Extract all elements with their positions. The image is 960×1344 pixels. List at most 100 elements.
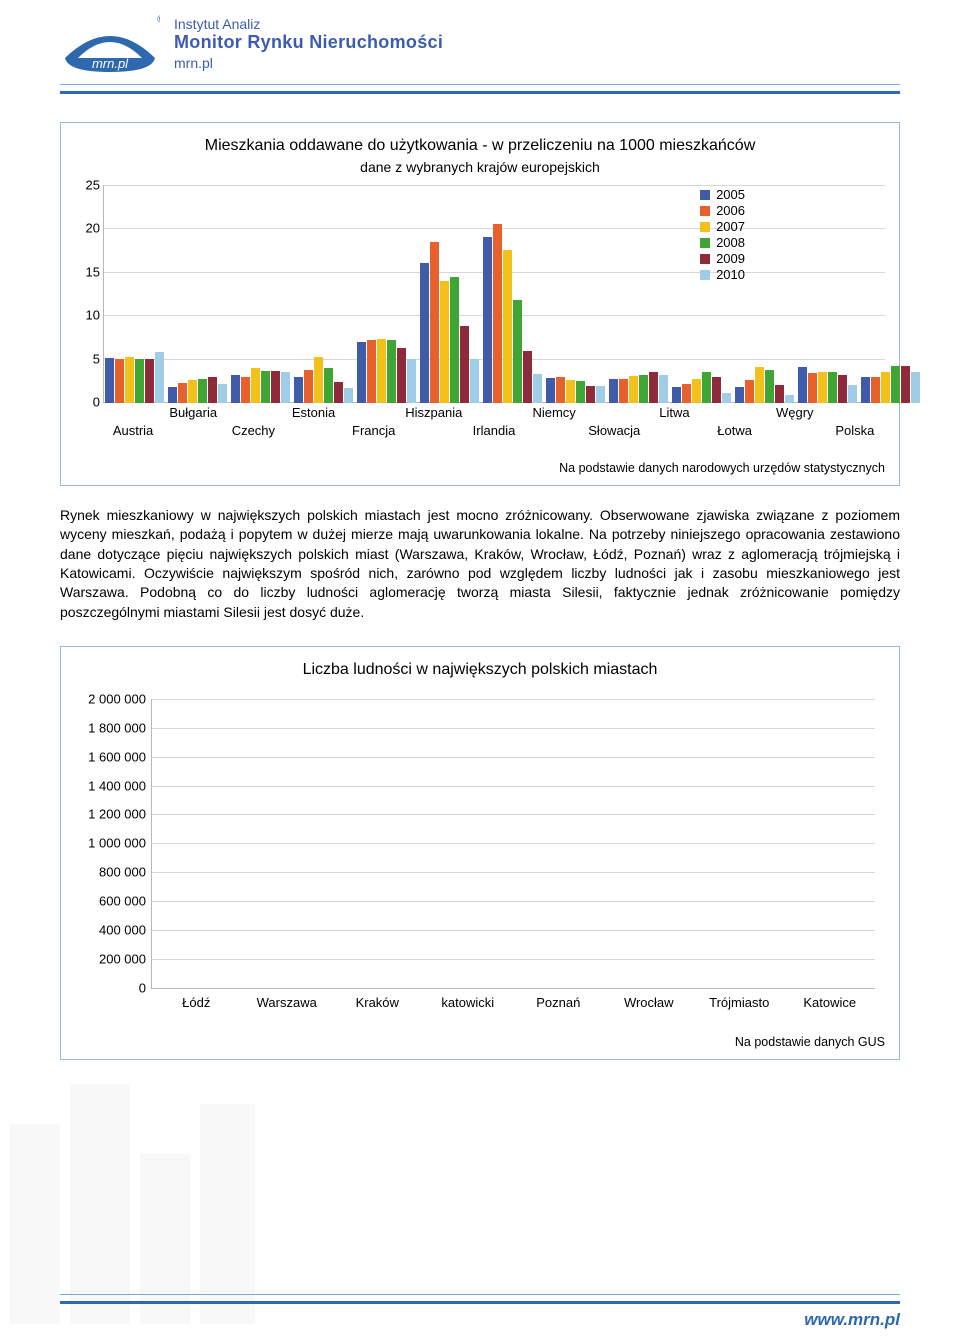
chart1-subtitle: dane z wybranych krajów europejskich <box>75 159 885 175</box>
chart1-bar <box>828 372 837 403</box>
chart2-xlabels: ŁódźWarszawaKrakówkatowickiPoznańWrocław… <box>151 989 875 1019</box>
chart1-bar <box>745 380 754 403</box>
legend-item: 2009 <box>700 251 745 266</box>
chart2-ytick: 1 800 000 <box>76 720 146 735</box>
chart2-source: Na podstawie danych GUS <box>75 1035 885 1049</box>
chart2-ytick: 1 000 000 <box>76 836 146 851</box>
chart1-group <box>796 185 859 403</box>
chart1-bar <box>659 375 668 403</box>
chart1-xlabel: Hiszpania <box>404 405 464 420</box>
chart2-xlabel: katowicki <box>423 989 514 1019</box>
chart1-ytick: 15 <box>78 264 100 279</box>
chart1-group <box>103 185 166 403</box>
chart1-bar <box>692 379 701 403</box>
chart1-bar <box>808 373 817 403</box>
legend-item: 2005 <box>700 187 745 202</box>
chart1-bar <box>798 367 807 403</box>
chart1-group <box>481 185 544 403</box>
chart1-bar <box>470 359 479 403</box>
chart2-xlabel: Łódź <box>151 989 242 1019</box>
chart1-bar <box>135 359 144 403</box>
chart1-xlabel: Francja <box>344 423 404 438</box>
chart2-ytick: 1 400 000 <box>76 778 146 793</box>
chart1-bar <box>155 352 164 403</box>
chart1-group <box>607 185 670 403</box>
chart1-bar <box>125 357 134 403</box>
chart1-bar <box>513 300 522 403</box>
chart1-bar <box>503 250 512 403</box>
chart1-bar <box>407 359 416 403</box>
chart1-bar <box>304 370 313 403</box>
chart1-bar <box>765 370 774 403</box>
chart1-bar <box>188 380 197 403</box>
chart1-bar <box>566 380 575 403</box>
chart1-xlabel: Austria <box>103 423 163 438</box>
chart1-bar <box>546 378 555 403</box>
chart2-bars <box>151 699 875 989</box>
chart1-plot: 0510152025 200520062007200820092010 Aust… <box>103 185 885 445</box>
chart1-bar <box>261 371 270 403</box>
chart1-bar <box>281 372 290 403</box>
chart2-box: Liczba ludności w największych polskich … <box>60 646 900 1060</box>
chart1-bar <box>576 381 585 403</box>
chart1-bar <box>533 374 542 403</box>
chart1-bar <box>891 366 900 403</box>
chart1-bar <box>712 377 721 403</box>
chart1-ytick: 5 <box>78 351 100 366</box>
chart1-bar <box>397 348 406 403</box>
chart2-plot: 0200 000400 000600 000800 0001 000 0001 … <box>151 699 875 1019</box>
svg-text:mrn.pl: mrn.pl <box>92 56 129 71</box>
chart1-bar <box>523 351 532 403</box>
chart2-ytick: 800 000 <box>76 865 146 880</box>
chart1-bar <box>735 387 744 403</box>
chart1-group <box>292 185 355 403</box>
chart1-bar <box>420 263 429 403</box>
chart1-bar <box>377 339 386 403</box>
chart1-xlabel: Łotwa <box>705 423 765 438</box>
body-paragraph: Rynek mieszkaniowy w największych polski… <box>60 506 900 622</box>
legend-item: 2008 <box>700 235 745 250</box>
chart2-xlabel: Poznań <box>513 989 604 1019</box>
chart1-bar <box>271 371 280 403</box>
chart1-xlabel: Litwa <box>644 405 704 420</box>
chart1-bar <box>775 385 784 403</box>
chart1-bar <box>722 393 731 403</box>
chart1-bar <box>619 379 628 403</box>
chart1-bar <box>629 376 638 403</box>
chart1-bar <box>672 387 681 403</box>
chart1-bar <box>838 375 847 403</box>
chart1-bar <box>901 366 910 403</box>
chart1-bar <box>168 387 177 403</box>
mrn-logo: mrn.pl ® <box>60 12 160 74</box>
chart2-ytick: 2 000 000 <box>76 691 146 706</box>
chart1-bar <box>294 377 303 403</box>
chart1-bar <box>881 372 890 403</box>
header-line2: Monitor Rynku Nieruchomości <box>174 32 443 53</box>
chart1-bar <box>682 384 691 403</box>
chart1-bar <box>314 357 323 403</box>
chart1-bar <box>387 340 396 403</box>
chart1-bar <box>871 377 880 403</box>
chart2-ytick: 200 000 <box>76 951 146 966</box>
chart1-xlabel: Niemcy <box>524 405 584 420</box>
legend-item: 2010 <box>700 267 745 282</box>
content: Mieszkania oddawane do użytkowania - w p… <box>0 94 960 1060</box>
chart1-bar <box>334 382 343 403</box>
chart1-group <box>355 185 418 403</box>
chart1-title: Mieszkania oddawane do użytkowania - w p… <box>75 137 885 155</box>
chart1-group <box>859 185 922 403</box>
footer-rule <box>60 1294 900 1304</box>
chart1-bars <box>103 185 885 403</box>
footer-url: www.mrn.pl <box>804 1310 900 1330</box>
chart1-bar <box>755 367 764 403</box>
chart1-ytick: 10 <box>78 308 100 323</box>
chart1-ytick: 0 <box>78 395 100 410</box>
chart1-group <box>229 185 292 403</box>
chart1-bar <box>115 359 124 403</box>
header-text: Instytut Analiz Monitor Rynku Nieruchomo… <box>174 16 443 71</box>
chart1-xlabels: AustriaBułgariaCzechyEstoniaFrancjaHiszp… <box>103 403 885 445</box>
chart1-bar <box>208 377 217 403</box>
chart1-bar <box>231 375 240 403</box>
chart1-bar <box>324 368 333 403</box>
header-rule <box>60 84 900 94</box>
